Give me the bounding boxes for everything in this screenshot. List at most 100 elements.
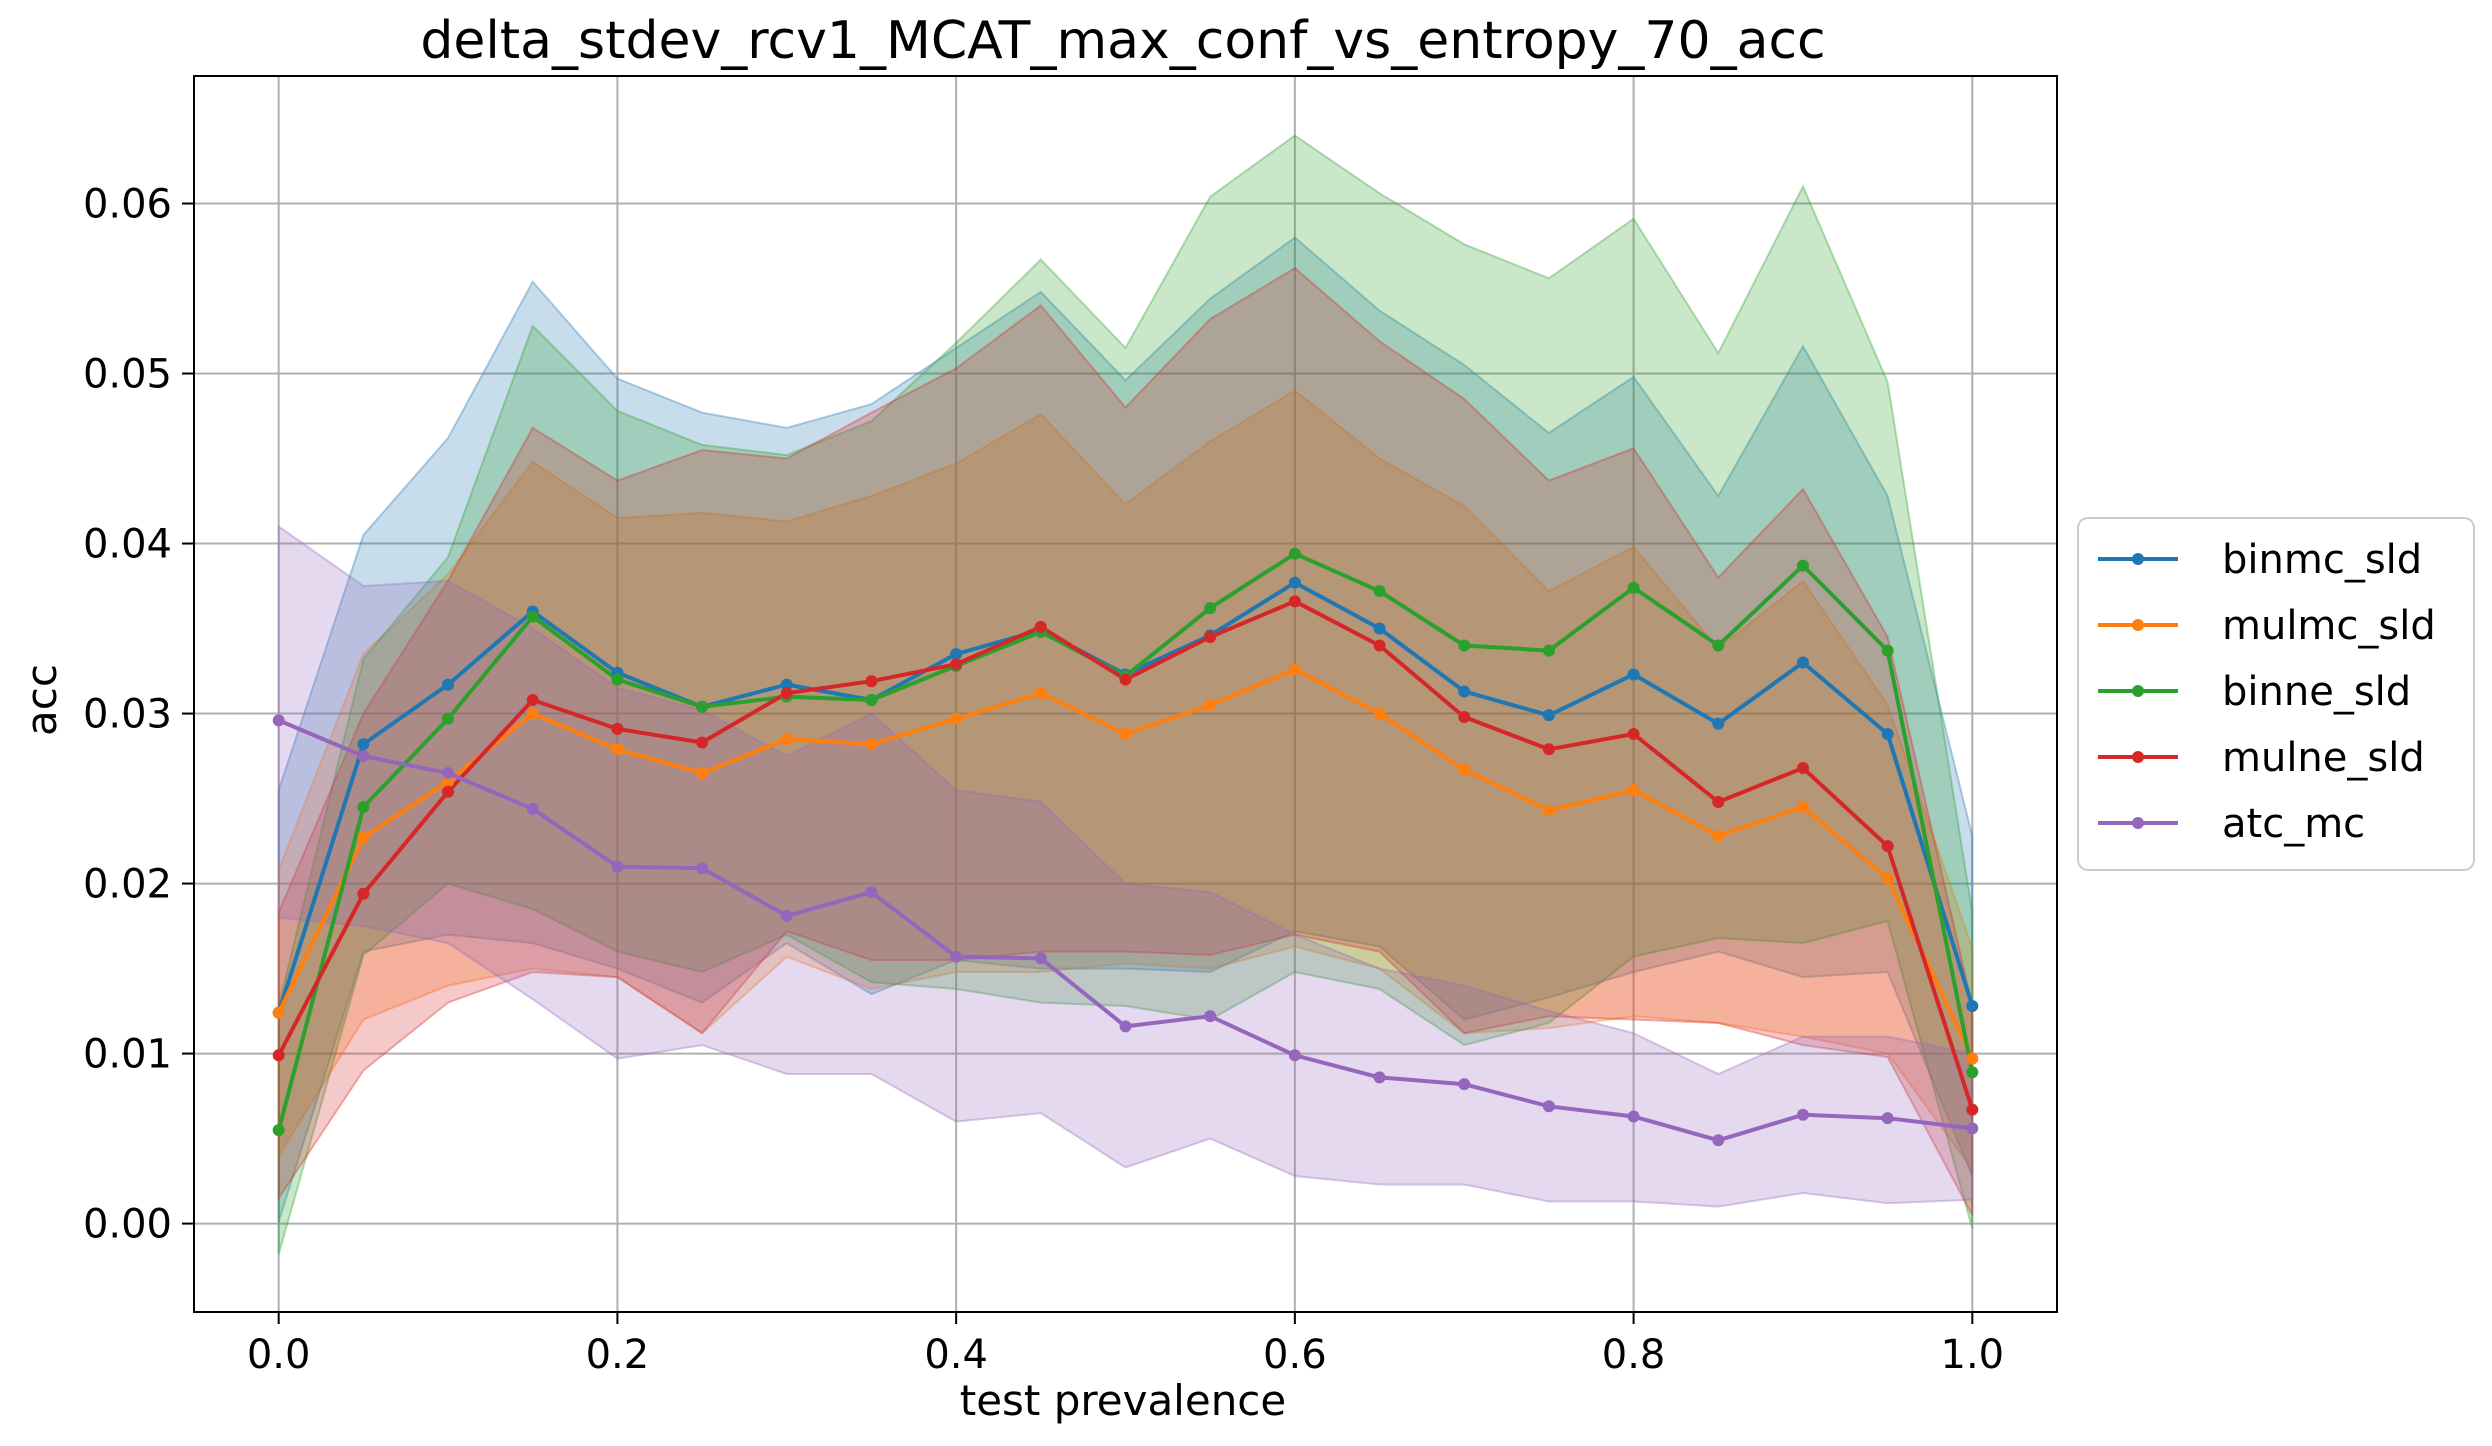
point-binne_sld: [442, 712, 455, 725]
y-tick-label: 0.00: [83, 1202, 172, 1248]
point-mulmc_sld: [611, 743, 624, 756]
x-tick-label: 0.2: [586, 1332, 650, 1378]
x-tick-label: 0.6: [1263, 1332, 1327, 1378]
point-mulne_sld: [526, 693, 539, 706]
point-mulmc_sld: [1204, 699, 1217, 712]
point-binmc_sld: [1542, 709, 1555, 722]
point-mulmc_sld: [1034, 687, 1047, 700]
y-axis: 0.00 0.01 0.02 0.03 0.04 0.05 0.06: [83, 182, 194, 1248]
point-binne_sld: [1373, 585, 1386, 598]
point-atc_mc: [865, 886, 878, 899]
point-atc_mc: [611, 860, 624, 873]
point-mulne_sld: [696, 736, 709, 749]
point-atc_mc: [780, 909, 793, 922]
point-binne_sld: [1712, 639, 1725, 652]
point-atc_mc: [1119, 1020, 1132, 1033]
point-mulne_sld: [950, 658, 963, 671]
legend-label: mulne_sld: [2222, 735, 2425, 781]
point-binne_sld: [696, 700, 709, 713]
point-binne_sld: [1627, 581, 1640, 594]
point-mulmc_sld: [1627, 784, 1640, 797]
point-mulne_sld: [1712, 795, 1725, 808]
point-binmc_sld: [1881, 727, 1894, 740]
legend-swatch-marker: [2132, 817, 2144, 829]
point-mulne_sld: [1542, 743, 1555, 756]
legend-label: binne_sld: [2222, 669, 2411, 715]
legend-swatch-marker: [2132, 751, 2144, 763]
point-mulmc_sld: [1712, 829, 1725, 842]
point-mulne_sld: [442, 785, 455, 798]
point-binne_sld: [1542, 644, 1555, 657]
point-binmc_sld: [1966, 999, 1979, 1012]
point-mulne_sld: [1627, 727, 1640, 740]
point-binmc_sld: [1627, 668, 1640, 681]
point-mulmc_sld: [1373, 707, 1386, 720]
point-atc_mc: [1966, 1122, 1979, 1135]
point-atc_mc: [442, 767, 455, 780]
point-atc_mc: [1288, 1049, 1301, 1062]
point-mulmc_sld: [1542, 804, 1555, 817]
point-atc_mc: [1712, 1134, 1725, 1147]
point-mulmc_sld: [1288, 663, 1301, 676]
point-atc_mc: [1881, 1112, 1894, 1125]
point-binne_sld: [357, 801, 370, 814]
point-mulmc_sld: [1881, 872, 1894, 885]
x-axis: 0.0 0.2 0.4 0.6 0.8 1.0: [247, 1312, 2004, 1378]
legend-item-atc_mc: atc_mc: [2098, 801, 2365, 847]
legend-label: atc_mc: [2222, 801, 2365, 847]
y-axis-label: acc: [17, 664, 66, 736]
point-atc_mc: [1373, 1071, 1386, 1084]
plot-area: [193, 75, 2058, 1313]
legend-label: mulmc_sld: [2222, 603, 2436, 649]
legend-item-mulne_sld: mulne_sld: [2098, 735, 2425, 781]
point-atc_mc: [1627, 1110, 1640, 1123]
legend-swatch-marker: [2132, 553, 2144, 565]
band-atc_mc: [277, 524, 1974, 1208]
band-binne_sld: [277, 134, 1974, 1255]
point-mulmc_sld: [696, 767, 709, 780]
point-mulmc_sld: [950, 712, 963, 725]
point-mulne_sld: [357, 887, 370, 900]
point-binmc_sld: [1373, 622, 1386, 635]
x-axis-label: test prevalence: [960, 1376, 1287, 1425]
point-binmc_sld: [357, 738, 370, 751]
y-tick-label: 0.01: [83, 1032, 172, 1078]
y-tick-label: 0.06: [83, 182, 172, 228]
point-atc_mc: [272, 714, 285, 727]
point-atc_mc: [950, 950, 963, 963]
legend-item-binmc_sld: binmc_sld: [2098, 537, 2422, 583]
point-mulmc_sld: [865, 738, 878, 751]
point-atc_mc: [1542, 1100, 1555, 1113]
point-mulne_sld: [1204, 631, 1217, 644]
point-mulne_sld: [1458, 710, 1471, 723]
point-mulne_sld: [780, 687, 793, 700]
point-binne_sld: [1966, 1066, 1979, 1079]
point-mulne_sld: [1966, 1103, 1979, 1116]
point-mulne_sld: [611, 722, 624, 735]
point-binne_sld: [272, 1124, 285, 1137]
point-atc_mc: [1034, 952, 1047, 965]
legend-swatch-marker: [2132, 685, 2144, 697]
x-tick-label: 0.0: [247, 1332, 311, 1378]
point-atc_mc: [357, 750, 370, 763]
x-tick-label: 0.8: [1602, 1332, 1666, 1378]
legend-label: binmc_sld: [2222, 537, 2422, 583]
point-mulne_sld: [272, 1049, 285, 1062]
point-binne_sld: [1288, 547, 1301, 560]
point-binmc_sld: [1458, 685, 1471, 698]
y-tick-label: 0.05: [83, 352, 172, 398]
point-mulne_sld: [1288, 595, 1301, 608]
point-mulmc_sld: [526, 707, 539, 720]
point-atc_mc: [1204, 1010, 1217, 1023]
point-mulmc_sld: [357, 831, 370, 844]
point-atc_mc: [1796, 1108, 1809, 1121]
plot-frame: [193, 75, 2058, 1313]
legend-frame: [2077, 517, 2475, 871]
x-tick-label: 1.0: [1941, 1332, 2005, 1378]
point-mulne_sld: [865, 675, 878, 688]
point-binmc_sld: [1712, 717, 1725, 730]
legend-swatch-marker: [2132, 619, 2144, 631]
grid: [194, 76, 2057, 1312]
